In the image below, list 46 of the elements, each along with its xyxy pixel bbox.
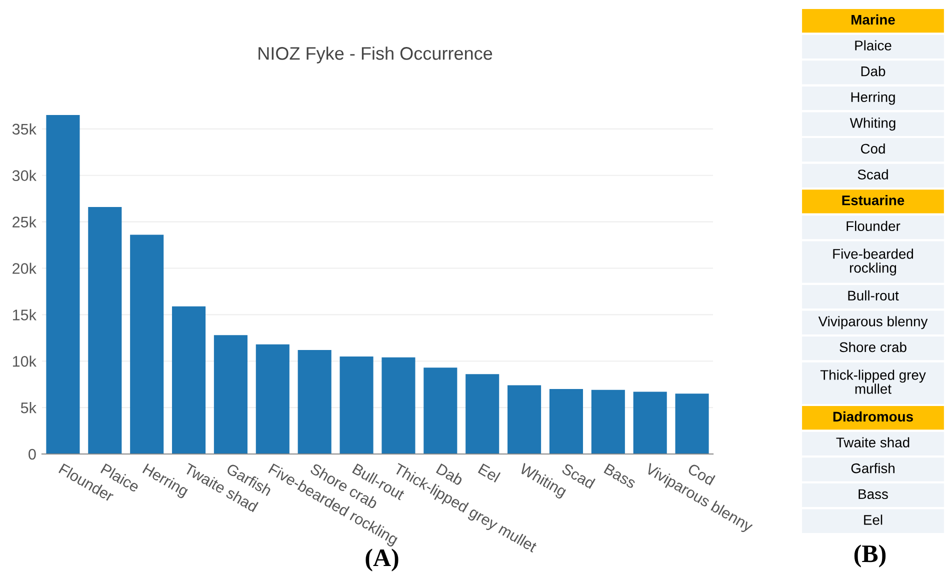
y-tick-label: 0: [28, 448, 36, 460]
category-label: Dab: [861, 66, 886, 76]
x-tick-label: Eel: [478, 462, 501, 483]
bar: [256, 344, 290, 454]
bar: [466, 374, 500, 454]
y-tick-label: 25k: [12, 216, 36, 228]
category-label: Bull-rout: [848, 290, 899, 301]
bar: [591, 390, 625, 454]
category-label: Estuarine: [842, 195, 904, 206]
category-label: Flounder: [846, 220, 900, 232]
category-label: Thick-lipped grey mullet: [820, 370, 926, 394]
bar: [549, 388, 583, 454]
bar: [508, 385, 542, 454]
bar: [46, 115, 80, 454]
category-label: Eel: [864, 514, 882, 525]
y-tick-label: 20k: [12, 262, 36, 274]
bar: [675, 394, 709, 454]
y-tick-label: 10k: [12, 356, 36, 367]
category-label: Shore crab: [840, 342, 906, 352]
bar: [382, 357, 416, 454]
y-tick-label: 5k: [20, 402, 36, 414]
category-label: Cod: [860, 143, 885, 154]
chart-title: NIOZ Fyke - Fish Occurrence: [258, 46, 492, 64]
text: (A): [366, 548, 398, 572]
y-tick-label: 15k: [12, 309, 36, 320]
y-tick-label: 30k: [12, 170, 36, 182]
category-label: Whiting: [850, 118, 896, 131]
category-label: Diadromous: [833, 411, 913, 422]
bar: [298, 350, 332, 454]
bar: [633, 392, 667, 454]
bar: [214, 335, 248, 454]
x-tick-label: Bass: [604, 463, 637, 489]
category-label: Marine: [852, 14, 895, 25]
category-label: Plaice: [855, 40, 892, 50]
bar: [172, 306, 206, 454]
category-label: Viviparous blenny: [818, 316, 928, 330]
category-label: Five-bearded rockling: [833, 248, 914, 276]
text: (B): [854, 544, 886, 568]
category-label: Scad: [858, 169, 888, 180]
category-label: Twaite shad: [836, 437, 910, 448]
bar: [88, 206, 122, 454]
bar: [340, 356, 374, 454]
y-tick-label: 35k: [12, 123, 36, 135]
bar: [424, 368, 458, 454]
category-label: Herring: [851, 92, 895, 105]
bar: [130, 234, 164, 454]
